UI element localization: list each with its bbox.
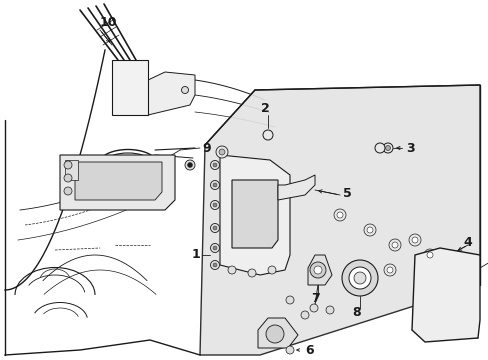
Circle shape — [383, 264, 395, 276]
Circle shape — [309, 304, 317, 312]
Circle shape — [210, 224, 219, 233]
Circle shape — [309, 262, 325, 278]
Text: 6: 6 — [305, 343, 313, 356]
Circle shape — [366, 227, 372, 233]
Circle shape — [411, 237, 417, 243]
Circle shape — [333, 209, 346, 221]
Circle shape — [213, 203, 217, 207]
Circle shape — [348, 267, 370, 289]
Circle shape — [285, 296, 293, 304]
Circle shape — [210, 201, 219, 210]
Circle shape — [341, 260, 377, 296]
Text: 3: 3 — [405, 141, 414, 154]
Polygon shape — [220, 155, 289, 275]
Text: 10: 10 — [99, 15, 117, 28]
Circle shape — [213, 163, 217, 167]
Polygon shape — [200, 85, 479, 355]
Text: 5: 5 — [342, 186, 351, 199]
Circle shape — [219, 149, 224, 155]
Circle shape — [213, 226, 217, 230]
Circle shape — [301, 311, 308, 319]
Circle shape — [426, 252, 432, 258]
Text: 1: 1 — [191, 248, 200, 261]
Text: 8: 8 — [352, 306, 361, 319]
Circle shape — [385, 145, 390, 150]
Circle shape — [391, 242, 397, 248]
Text: 2: 2 — [260, 102, 269, 114]
Circle shape — [210, 261, 219, 270]
Circle shape — [210, 161, 219, 170]
Polygon shape — [112, 60, 148, 115]
Circle shape — [363, 224, 375, 236]
Circle shape — [247, 269, 256, 277]
Polygon shape — [231, 180, 278, 248]
Circle shape — [388, 239, 400, 251]
Circle shape — [382, 143, 392, 153]
Polygon shape — [258, 318, 297, 348]
Circle shape — [265, 325, 284, 343]
Circle shape — [408, 234, 420, 246]
Circle shape — [64, 161, 72, 169]
Polygon shape — [65, 160, 78, 180]
Circle shape — [374, 143, 384, 153]
Circle shape — [285, 346, 293, 354]
Polygon shape — [148, 72, 195, 115]
Circle shape — [64, 187, 72, 195]
Polygon shape — [307, 255, 331, 285]
Circle shape — [213, 246, 217, 250]
Polygon shape — [75, 162, 162, 200]
Polygon shape — [60, 155, 175, 210]
Circle shape — [210, 180, 219, 189]
Circle shape — [216, 146, 227, 158]
Circle shape — [210, 243, 219, 252]
Circle shape — [213, 263, 217, 267]
Circle shape — [353, 272, 365, 284]
Circle shape — [184, 160, 195, 170]
Polygon shape — [278, 175, 314, 200]
Circle shape — [227, 266, 236, 274]
Circle shape — [181, 86, 188, 94]
Circle shape — [64, 174, 72, 182]
Circle shape — [313, 266, 321, 274]
Text: 7: 7 — [310, 292, 319, 305]
Circle shape — [325, 306, 333, 314]
Text: 9: 9 — [202, 141, 210, 154]
Circle shape — [423, 249, 435, 261]
Polygon shape — [411, 248, 479, 342]
Circle shape — [213, 183, 217, 187]
Circle shape — [263, 130, 272, 140]
Circle shape — [336, 212, 342, 218]
Circle shape — [267, 266, 275, 274]
Circle shape — [386, 267, 392, 273]
Text: 4: 4 — [463, 235, 471, 248]
Circle shape — [187, 162, 192, 167]
